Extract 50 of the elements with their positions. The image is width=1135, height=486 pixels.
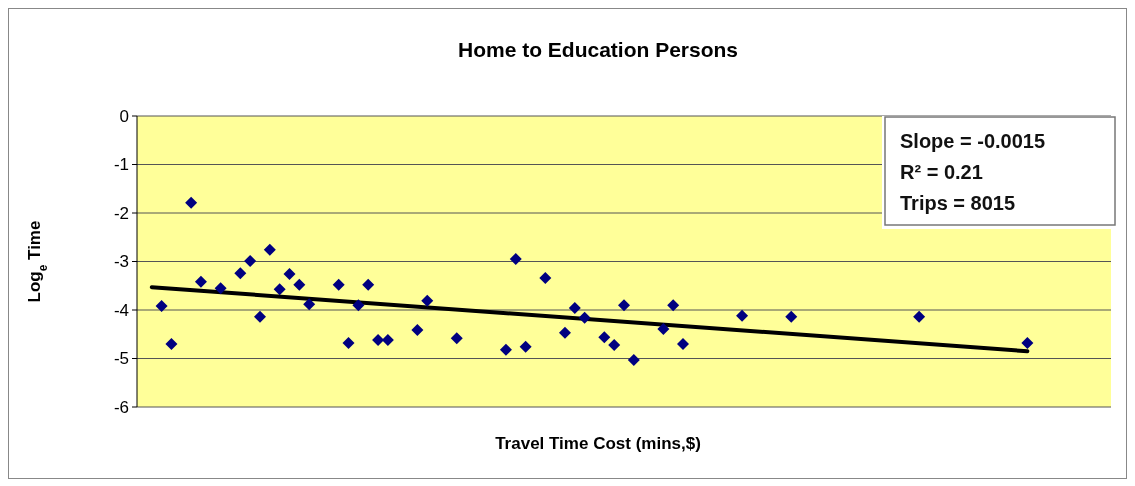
y-tick-label: -2 <box>113 203 129 223</box>
point <box>578 311 591 324</box>
y-tick-label: -5 <box>113 349 129 369</box>
point <box>421 294 434 307</box>
point <box>913 310 926 323</box>
point <box>303 298 316 311</box>
y-tick-label: -6 <box>113 397 129 417</box>
point <box>677 337 690 350</box>
point <box>667 299 680 312</box>
point <box>214 282 227 295</box>
point <box>1021 336 1034 349</box>
point <box>362 278 375 291</box>
annotation: R² = 0.21 <box>900 161 983 183</box>
annotation: Slope = -0.0015 <box>900 130 1046 152</box>
point <box>736 309 749 322</box>
point <box>411 323 424 336</box>
point <box>450 332 463 345</box>
point <box>332 278 345 291</box>
annotation: Trips = 8015 <box>900 192 1016 214</box>
point <box>352 299 365 312</box>
y-tick-label: -1 <box>113 155 129 175</box>
point <box>263 243 276 256</box>
point <box>509 253 522 266</box>
point <box>785 310 798 323</box>
point <box>608 338 621 351</box>
chart-title: Home to Education Persons <box>457 38 739 61</box>
point <box>519 340 532 353</box>
point <box>499 343 512 356</box>
point <box>558 326 571 339</box>
point <box>244 255 257 268</box>
point <box>273 283 286 296</box>
point <box>568 302 581 315</box>
point <box>618 299 630 312</box>
point <box>342 336 355 349</box>
y-tick-label: -4 <box>113 300 129 320</box>
y-tick-label: -3 <box>113 252 129 272</box>
point <box>539 271 552 284</box>
point <box>253 310 266 323</box>
point <box>194 275 207 288</box>
point <box>165 337 178 350</box>
point <box>283 268 296 281</box>
point <box>293 278 306 291</box>
x-axis-title: Travel Time Cost (mins,$) <box>495 434 701 453</box>
point <box>234 267 247 280</box>
point <box>155 300 168 313</box>
point <box>627 353 640 366</box>
point <box>598 331 611 344</box>
point <box>185 196 198 209</box>
y-tick-label: 0 <box>119 106 129 126</box>
point <box>657 322 670 335</box>
